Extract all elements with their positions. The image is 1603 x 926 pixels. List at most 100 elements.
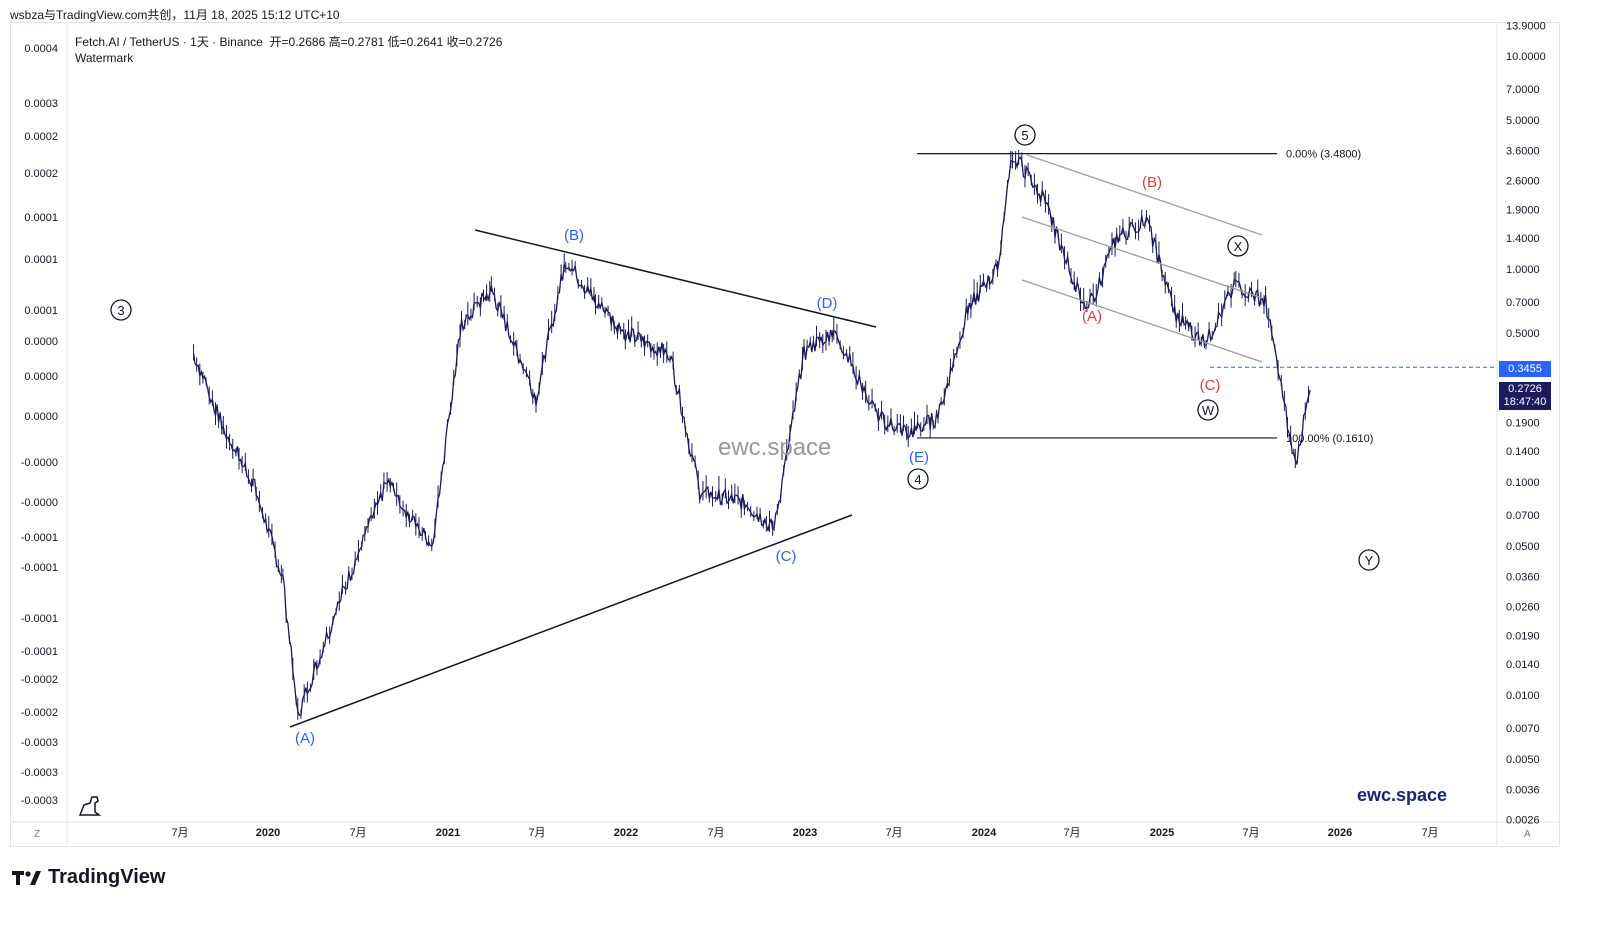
- y-right-tick-label: 0.0026: [1506, 815, 1540, 827]
- y-right-tick-label: 0.5000: [1506, 328, 1540, 340]
- wave-label: (C): [776, 548, 797, 565]
- wave-label: 5: [1021, 128, 1028, 143]
- wave-circle: [1197, 399, 1219, 421]
- y-left-tick-label: -0.0003: [21, 737, 58, 749]
- x-tick-label: 2023: [793, 827, 817, 839]
- auto-scale-button[interactable]: A: [1524, 829, 1531, 840]
- y-left-tick-label: 0.0002: [24, 168, 58, 180]
- y-right-tick-label: 0.0050: [1506, 754, 1540, 766]
- x-tick-label: 7月: [528, 827, 545, 839]
- y-right-tick-label: 0.0036: [1506, 785, 1540, 797]
- wave-label: (B): [564, 227, 584, 244]
- wave-circle: [1014, 124, 1036, 146]
- ohlc-values: 开=0.2686 高=0.2781 低=0.2641 收=0.2726: [269, 35, 503, 49]
- channel-middle-line: [1021, 216, 1263, 299]
- y-right-tick-label: 0.0260: [1506, 602, 1540, 614]
- y-left-tick-label: -0.0003: [21, 795, 58, 807]
- last-price-tag: 0.2726 18:47:40: [1499, 382, 1551, 410]
- brand-text: ewc.space: [1357, 785, 1448, 805]
- indicator-name[interactable]: Watermark: [75, 51, 134, 65]
- symbol-line[interactable]: Fetch.AI / TetherUS · 1天 · Binance: [75, 35, 263, 49]
- x-tick-label: 7月: [1242, 827, 1259, 839]
- y-right-tick-label: 1.0000: [1506, 264, 1540, 276]
- wave-label: (B): [1142, 174, 1162, 191]
- last-price: 0.2726: [1508, 383, 1542, 395]
- wave-label: Y: [1365, 553, 1374, 568]
- symbol-info: Fetch.AI / TetherUS · 1天 · Binance 开=0.2…: [75, 34, 502, 66]
- y-right-tick-label: 0.1900: [1506, 418, 1540, 430]
- y-right-tick-label: 0.0100: [1506, 690, 1540, 702]
- y-left-tick-label: -0.0003: [21, 767, 58, 779]
- triangle-upper-trendline: [474, 229, 877, 328]
- x-tick-label: 7月: [171, 827, 188, 839]
- x-tick-label: 2020: [256, 827, 280, 839]
- y-left-tick-label: -0.0001: [21, 646, 58, 658]
- y-right-tick-label: 3.6000: [1506, 146, 1540, 158]
- y-left-tick-label: 0.0000: [24, 336, 58, 348]
- y-right-tick-label: 0.1000: [1506, 477, 1540, 489]
- x-tick-label: 2025: [1150, 827, 1174, 839]
- x-tick-label: 2024: [972, 827, 997, 839]
- y-left-tick-label: 0.0001: [24, 305, 58, 317]
- wave-label: 3: [117, 303, 124, 318]
- y-left-tick-label: 0.0003: [24, 98, 58, 110]
- timezone-toggle-button[interactable]: Z: [34, 829, 41, 840]
- wave-circle: [907, 468, 929, 490]
- price-line: [192, 156, 1311, 716]
- tradingview-logo-text: TradingView: [48, 866, 166, 888]
- channel-lower-line: [1021, 279, 1263, 363]
- y-right-tick-label: 0.7000: [1506, 297, 1540, 309]
- y-right-tick-label: 7.0000: [1506, 84, 1540, 96]
- y-right-tick-label: 0.0140: [1506, 659, 1540, 671]
- triangle-lower-trendline: [289, 514, 853, 728]
- y-right-tick-label: 10.0000: [1506, 51, 1546, 63]
- y-right-tick-label: 5.0000: [1506, 115, 1540, 127]
- wave-label: (A): [295, 730, 315, 747]
- wave-label: 4: [914, 472, 921, 487]
- y-right-tick-label: 0.0700: [1506, 510, 1540, 522]
- y-left-tick-label: -0.0001: [21, 532, 58, 544]
- fib-level-label: 0.00% (3.4800): [1286, 149, 1361, 161]
- y-right-tick-label: 0.0500: [1506, 541, 1540, 553]
- channel-upper-line: [1026, 154, 1263, 236]
- y-right-tick-label: 0.0360: [1506, 572, 1540, 584]
- y-left-tick-label: -0.0000: [21, 457, 58, 469]
- y-right-tick-label: 2.6000: [1506, 176, 1540, 188]
- y-right-tick-label: 0.1400: [1506, 446, 1540, 458]
- y-left-tick-label: 0.0004: [24, 43, 58, 55]
- wave-label: X: [1234, 239, 1243, 254]
- wave-label: (A): [1082, 308, 1102, 325]
- tradingview-logo-icon: [12, 870, 41, 885]
- y-left-tick-label: 0.0001: [24, 254, 58, 266]
- x-tick-label: 2022: [614, 827, 638, 839]
- y-right-tick-label: 1.4000: [1506, 233, 1540, 245]
- y-right-tick-label: 1.9000: [1506, 205, 1540, 217]
- dashed-price-tag: 0.3455: [1499, 361, 1551, 377]
- x-tick-label: 7月: [707, 827, 724, 839]
- x-tick-label: 2021: [436, 827, 460, 839]
- price-series: [192, 149, 1311, 720]
- x-tick-label: 7月: [1421, 827, 1438, 839]
- y-left-tick-label: 0.0002: [24, 131, 58, 143]
- x-tick-label: 2026: [1328, 827, 1352, 839]
- chart-caption: wsbza与TradingView.com共创，11月 18, 2025 15:…: [10, 8, 340, 22]
- x-tick-label: 7月: [885, 827, 902, 839]
- wave-label: (E): [909, 449, 929, 466]
- y-left-tick-label: -0.0002: [21, 674, 58, 686]
- fib-level-label: 100.00% (0.1610): [1286, 433, 1373, 445]
- y-right-tick-label: 0.0190: [1506, 631, 1540, 643]
- wave-label: (C): [1200, 377, 1221, 394]
- y-left-tick-label: 0.0000: [24, 411, 58, 423]
- chart-frame: [10, 22, 1560, 847]
- y-left-tick-label: 0.0000: [24, 371, 58, 383]
- wave-circle: [1358, 549, 1380, 571]
- countdown: 18:47:40: [1503, 396, 1547, 408]
- y-left-tick-label: -0.0001: [21, 613, 58, 625]
- tradingview-logo[interactable]: TradingView: [12, 866, 165, 889]
- y-right-tick-label: 0.0070: [1506, 723, 1540, 735]
- chart-watermark: ewc.space: [718, 434, 832, 461]
- x-tick-label: 7月: [349, 827, 366, 839]
- y-right-tick-label: 13.9000: [1506, 21, 1546, 33]
- x-tick-label: 7月: [1063, 827, 1080, 839]
